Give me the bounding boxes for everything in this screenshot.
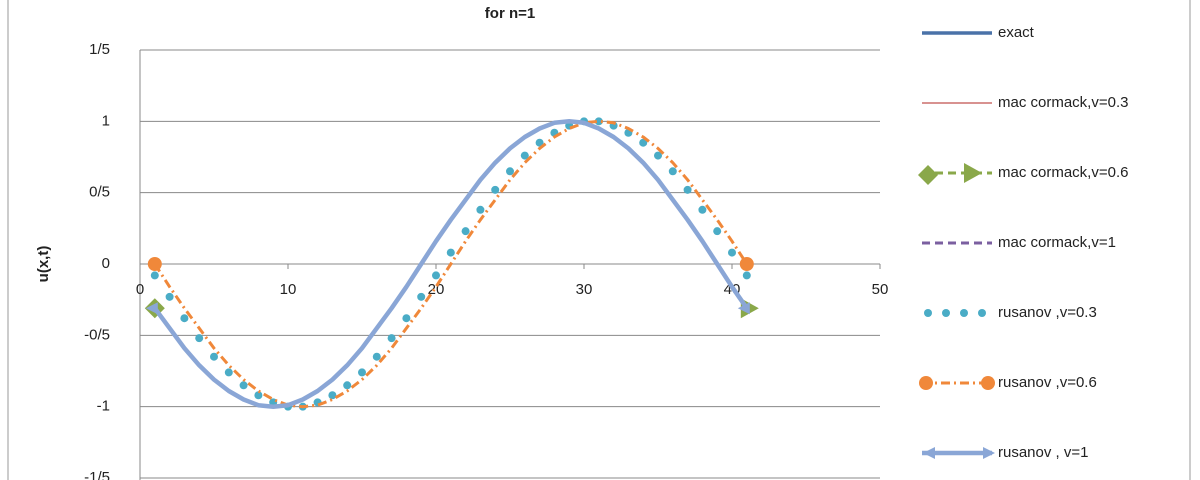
legend-label: rusanov , v=1 bbox=[998, 444, 1089, 461]
marker bbox=[918, 165, 938, 185]
data-point bbox=[654, 151, 662, 160]
y-tick-label: -1/5 bbox=[84, 469, 110, 480]
legend-label: rusanov ,v=0.6 bbox=[998, 374, 1097, 391]
data-point bbox=[210, 352, 218, 361]
y-tick-label: 1/5 bbox=[89, 41, 110, 58]
legend-label: mac cormack,v=0.3 bbox=[998, 94, 1129, 111]
data-point bbox=[402, 314, 411, 323]
data-point bbox=[535, 138, 544, 147]
marker bbox=[964, 163, 982, 183]
marker bbox=[145, 302, 158, 315]
data-point bbox=[491, 185, 500, 194]
data-point bbox=[432, 271, 440, 280]
x-tick-label: 50 bbox=[872, 281, 889, 298]
data-point bbox=[343, 381, 352, 390]
data-point bbox=[520, 151, 529, 160]
x-tick-label: 10 bbox=[280, 281, 297, 298]
legend-swatch bbox=[924, 309, 932, 317]
x-tick-label: 30 bbox=[576, 281, 593, 298]
marker bbox=[919, 376, 933, 390]
x-tick-label: 20 bbox=[428, 281, 445, 298]
data-point bbox=[358, 368, 366, 377]
marker bbox=[981, 376, 995, 390]
legend-label: rusanov ,v=0.3 bbox=[998, 304, 1097, 321]
data-point bbox=[506, 167, 514, 176]
data-point bbox=[683, 185, 692, 194]
data-point bbox=[461, 227, 470, 236]
legend-swatch bbox=[960, 309, 968, 317]
series-line bbox=[152, 119, 749, 409]
data-point bbox=[417, 292, 426, 301]
data-point bbox=[372, 352, 381, 361]
data-point bbox=[698, 205, 707, 214]
data-point bbox=[387, 334, 396, 343]
marker bbox=[923, 447, 935, 459]
legend-swatch bbox=[978, 309, 986, 317]
y-tick-label: 0/5 bbox=[89, 184, 110, 201]
legend-label: mac cormack,v=1 bbox=[998, 234, 1116, 251]
legend-label: mac cormack,v=0.6 bbox=[998, 164, 1129, 181]
data-point bbox=[742, 271, 751, 280]
data-point bbox=[195, 334, 204, 343]
data-point bbox=[180, 314, 189, 323]
data-point bbox=[150, 271, 159, 280]
legend-label: exact bbox=[998, 24, 1034, 41]
data-point bbox=[476, 205, 485, 214]
data-point bbox=[668, 167, 677, 176]
series-line bbox=[153, 119, 749, 409]
y-axis-label: u(x,t) bbox=[35, 246, 52, 283]
data-point bbox=[594, 117, 603, 126]
chart-title: for n=1 bbox=[485, 5, 535, 22]
y-tick-label: 1 bbox=[102, 112, 110, 129]
y-tick-label: -0/5 bbox=[84, 326, 110, 343]
marker bbox=[739, 257, 754, 271]
marker bbox=[147, 257, 162, 271]
legend-swatch bbox=[942, 309, 950, 317]
data-point bbox=[165, 292, 174, 301]
data-point bbox=[254, 391, 263, 400]
data-point bbox=[328, 391, 337, 400]
data-point bbox=[239, 381, 248, 390]
y-tick-label: -1 bbox=[97, 398, 110, 415]
data-point bbox=[639, 138, 648, 147]
marker bbox=[983, 447, 995, 459]
data-point bbox=[713, 227, 722, 236]
x-tick-label: 0 bbox=[136, 281, 144, 298]
data-point bbox=[446, 248, 455, 257]
data-point bbox=[224, 368, 233, 377]
y-tick-label: 0 bbox=[102, 255, 110, 272]
data-point bbox=[728, 248, 736, 257]
marker bbox=[737, 302, 750, 315]
